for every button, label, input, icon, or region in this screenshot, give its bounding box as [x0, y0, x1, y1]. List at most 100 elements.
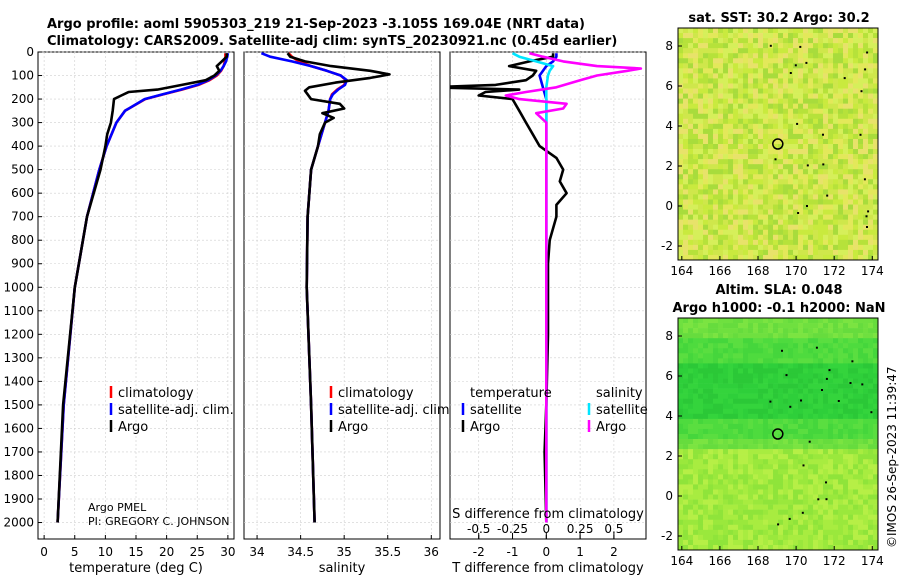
map-cell [788, 383, 794, 389]
map-cell [713, 184, 719, 190]
map-cell [853, 439, 859, 445]
map-cell [828, 529, 834, 536]
map-cell [818, 118, 824, 125]
map-cell [858, 199, 864, 205]
coastline-speck [825, 498, 828, 501]
map-cell [873, 388, 879, 394]
map-cell [768, 164, 774, 170]
map-cell [698, 224, 704, 231]
map-cell [748, 333, 754, 339]
map-cell [743, 254, 749, 261]
map-cell [808, 519, 814, 526]
map-cell [823, 459, 829, 465]
map-cell [693, 403, 699, 410]
map-cell [803, 504, 809, 510]
map-cell [708, 204, 714, 210]
map-cell [833, 398, 839, 405]
map-cell [858, 509, 864, 515]
map-cell [713, 418, 719, 425]
map-cell [748, 169, 754, 175]
map-cell [858, 353, 864, 359]
map-cell [848, 358, 854, 364]
map-cell [798, 204, 804, 210]
map-cell [703, 38, 709, 44]
map-cell [723, 68, 729, 74]
map-cell [698, 368, 704, 374]
map-cell [688, 108, 694, 115]
top-x-tick-label: 0.25 [567, 522, 594, 536]
map-cell [678, 544, 684, 551]
map-cell [748, 383, 754, 389]
map-cell [833, 249, 839, 256]
map-cell [733, 403, 739, 410]
map-cell [768, 28, 774, 34]
legend-sal-argo: Argo [596, 420, 626, 435]
map-cell [843, 123, 849, 130]
map-cell [733, 103, 739, 109]
map-cell [748, 88, 754, 94]
map-cell [778, 534, 784, 541]
map-cell [698, 413, 704, 420]
map-cell [863, 108, 869, 115]
map-cell [808, 118, 814, 125]
map-cell [768, 189, 774, 195]
map-cell [693, 529, 699, 536]
map-cell [818, 489, 824, 495]
map-cell [803, 53, 809, 59]
map-cell [683, 194, 689, 200]
map-cell [723, 43, 729, 49]
map-cell [783, 133, 789, 140]
map-cell [793, 338, 799, 344]
map-cell [718, 423, 724, 430]
map-cell [763, 328, 769, 334]
map-cell [838, 164, 844, 170]
map-cell [728, 209, 734, 215]
map-cell [818, 368, 824, 374]
map-cell [748, 454, 754, 460]
coastline-speck [860, 90, 863, 93]
map-cell [763, 159, 769, 165]
map-cell [743, 244, 749, 251]
map-cell [783, 423, 789, 430]
map-cell [758, 378, 764, 384]
map-cell [798, 534, 804, 541]
map-cell [693, 144, 699, 150]
map-cell [813, 204, 819, 210]
map-cell [773, 529, 779, 536]
map-cell [763, 348, 769, 354]
map-cell [713, 383, 719, 389]
coastline-speck [794, 64, 797, 67]
map-cell [853, 234, 859, 241]
map-cell [723, 469, 729, 475]
map-cell [778, 149, 784, 155]
map-cell [843, 43, 849, 49]
map-cell [738, 509, 744, 515]
map-cell [678, 484, 684, 490]
map-cell [733, 73, 739, 79]
map-cell [748, 144, 754, 150]
map-cell [703, 378, 709, 384]
map-cell [808, 159, 814, 165]
map-cell [863, 159, 869, 165]
map-cell [758, 348, 764, 354]
map-cell [708, 209, 714, 215]
map-cell [818, 244, 824, 251]
map-cell [778, 509, 784, 515]
map-cell [858, 43, 864, 49]
map-cell [683, 154, 689, 160]
map-cell [858, 58, 864, 64]
map-cell [853, 118, 859, 125]
map-cell [763, 194, 769, 200]
map-cell [793, 383, 799, 389]
map-cell [763, 353, 769, 359]
map-cell [863, 403, 869, 410]
map-cell [753, 108, 759, 115]
map-cell [848, 239, 854, 246]
map-cell [678, 199, 684, 205]
map-cell [858, 204, 864, 210]
map-cell [838, 144, 844, 150]
map-cell [813, 48, 819, 54]
map-cell [693, 33, 699, 39]
map-cell [708, 499, 714, 505]
map-cell [788, 408, 794, 415]
